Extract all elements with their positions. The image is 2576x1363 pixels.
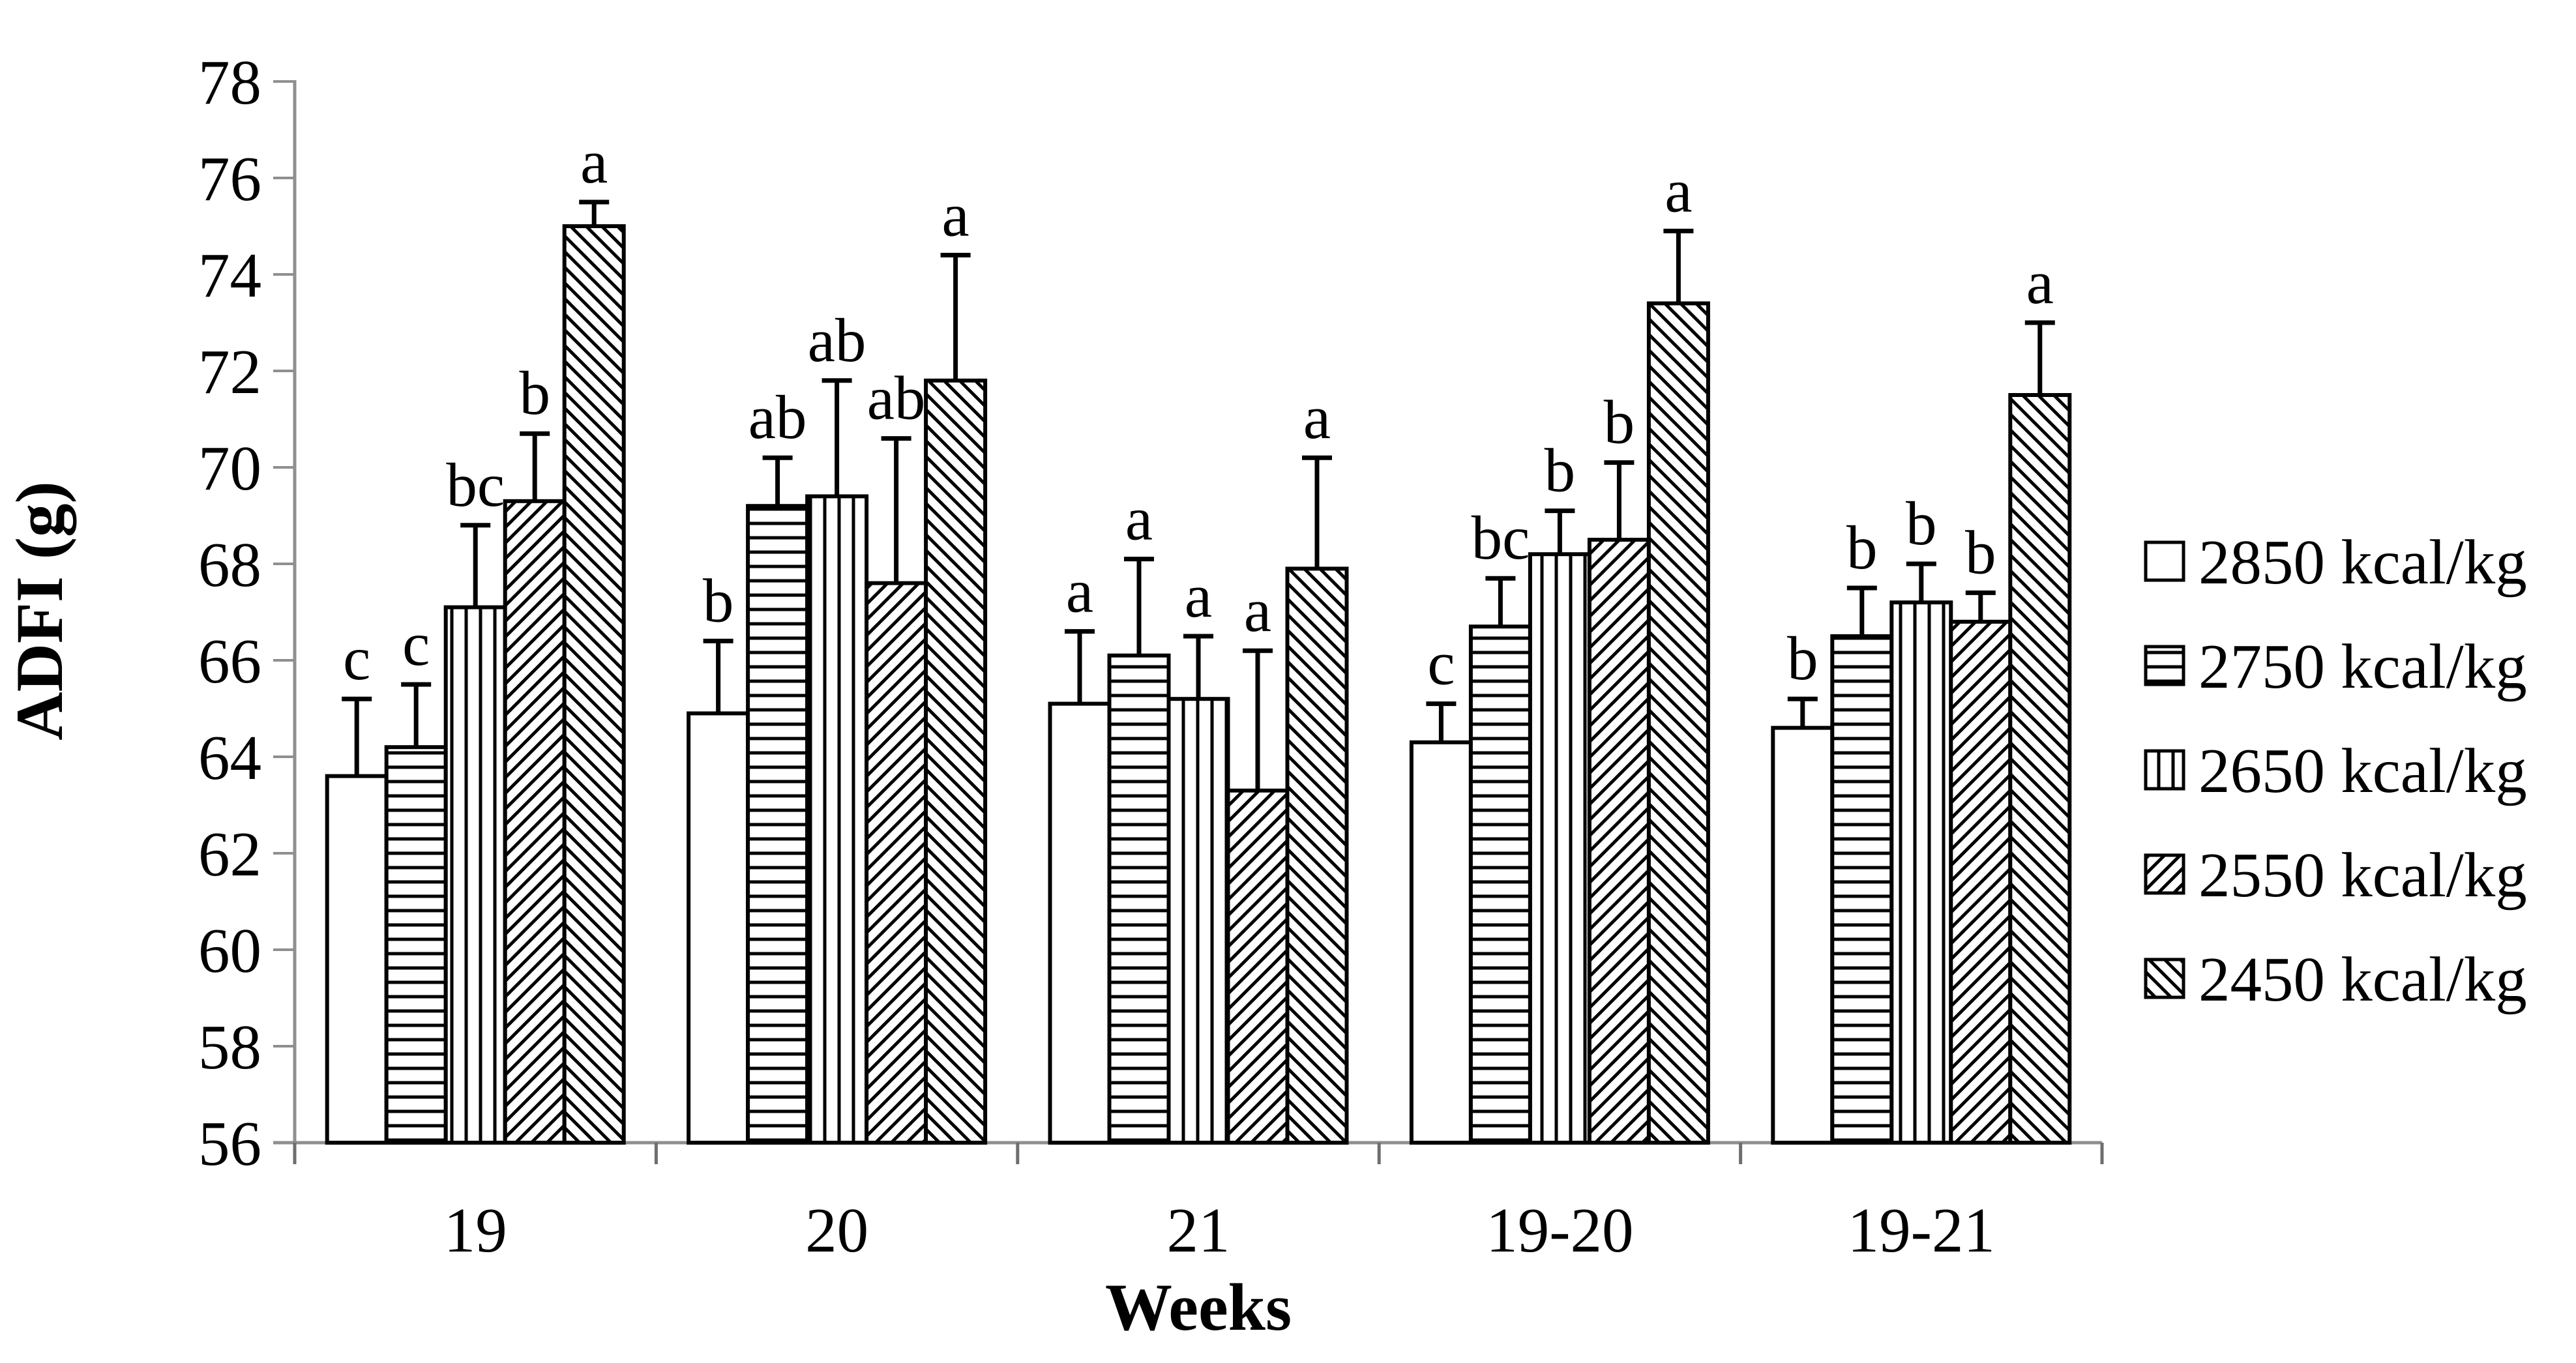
y-tick-label: 74	[198, 241, 261, 310]
legend-item: 2450 kcal/kg	[2144, 945, 2527, 1014]
sig-letter: c	[343, 624, 370, 693]
sig-letter: ab	[867, 364, 926, 433]
bar	[443, 605, 507, 1145]
bar	[562, 224, 626, 1145]
sig-letter: a	[580, 127, 608, 196]
legend-item: 2550 kcal/kg	[2144, 840, 2527, 910]
x-tick-label: 21	[1167, 1195, 1230, 1265]
y-tick-label: 78	[198, 48, 261, 117]
legend-swatch-diagonal-down-icon	[2144, 958, 2185, 999]
sig-letter: ab	[808, 306, 866, 375]
bar	[325, 774, 389, 1145]
sig-letter: b	[1846, 513, 1878, 582]
bar	[1226, 788, 1290, 1145]
legend-label: 2550 kcal/kg	[2198, 840, 2527, 910]
sig-letter: a	[1185, 561, 1212, 630]
bar	[2008, 393, 2072, 1145]
bar	[1468, 624, 1532, 1145]
legend-swatch-vertical-lines-icon	[2144, 749, 2185, 791]
sig-letter: c	[1427, 629, 1455, 698]
bar	[1409, 740, 1473, 1145]
bar	[1587, 538, 1651, 1145]
bar	[1166, 697, 1230, 1145]
bar	[384, 745, 448, 1145]
x-tick-label: 19	[444, 1195, 507, 1265]
x-tick-label: 19-20	[1486, 1195, 1633, 1265]
y-tick-label: 66	[198, 626, 261, 696]
bar	[865, 581, 928, 1145]
y-tick-label: 68	[198, 530, 261, 600]
error-bars-layer	[342, 199, 2055, 791]
bar	[1285, 566, 1349, 1145]
bar	[503, 499, 567, 1145]
legend-item: 2650 kcal/kg	[2144, 736, 2527, 806]
y-tick-label: 70	[198, 433, 261, 503]
legend: 2850 kcal/kg 2750 kcal/kg 2650 kcal/kg 2550…	[2144, 527, 2527, 1014]
x-axis-title: Weeks	[1105, 1270, 1292, 1345]
sig-letter: a	[1303, 383, 1331, 452]
legend-label: 2750 kcal/kg	[2198, 632, 2527, 701]
bar	[1048, 701, 1112, 1145]
sig-letter: b	[1965, 518, 1996, 587]
bar	[687, 711, 750, 1145]
legend-item: 2750 kcal/kg	[2144, 632, 2527, 701]
sig-letter: b	[1604, 388, 1635, 457]
sig-letter: bc	[446, 450, 505, 520]
sig-letter: b	[519, 359, 550, 428]
sig-letter: a	[942, 180, 970, 249]
bar	[746, 504, 810, 1145]
bar	[805, 494, 869, 1145]
sig-letter: a	[1244, 576, 1271, 645]
bar	[1830, 634, 1894, 1145]
legend-label: 2850 kcal/kg	[2198, 527, 2527, 597]
legend-item: 2850 kcal/kg	[2144, 527, 2527, 597]
bars-layer	[325, 224, 2072, 1145]
legend-label: 2450 kcal/kg	[2198, 945, 2527, 1014]
sig-letter: a	[1665, 156, 1692, 225]
y-tick-label: 58	[198, 1012, 261, 1082]
y-tick-label: 56	[198, 1109, 261, 1179]
sig-letter: b	[1787, 624, 1818, 693]
y-tick-label: 64	[198, 723, 261, 793]
y-tick-label: 60	[198, 916, 261, 986]
sig-letter: c	[402, 609, 430, 679]
sig-letter: ab	[748, 383, 807, 452]
y-tick-label: 62	[198, 819, 261, 889]
bar	[1107, 653, 1171, 1145]
sig-letter: a	[2026, 248, 2054, 317]
sig-letter: a	[1066, 557, 1093, 626]
x-tick-label: 19-21	[1848, 1195, 1995, 1265]
legend-swatch-diagonal-up-icon	[2144, 853, 2185, 895]
x-tick-label: 20	[805, 1195, 868, 1265]
sig-letter: bc	[1472, 503, 1530, 572]
sig-letter: b	[1545, 436, 1576, 505]
legend-label: 2650 kcal/kg	[2198, 736, 2527, 806]
sig-letter: a	[1125, 484, 1153, 553]
bar	[1771, 725, 1835, 1145]
bar	[1889, 600, 1953, 1145]
sig-letter: b	[703, 566, 734, 635]
sig-letter: b	[1906, 489, 1937, 558]
bar	[1528, 552, 1591, 1145]
tick-labels-layer: 56 58 60 62 64 66 68 70 72 74 76 78 19 20 21 19-20 19-21	[198, 48, 1995, 1265]
y-tick-label: 76	[198, 144, 261, 214]
legend-swatch-horizontal-lines-icon	[2144, 645, 2185, 686]
bar	[924, 378, 988, 1145]
legend-swatch-plain-icon	[2144, 540, 2185, 582]
y-tick-label: 72	[198, 337, 261, 407]
bar	[1949, 619, 2013, 1145]
bar	[1646, 301, 1710, 1145]
y-axis-title: ADFI (g)	[3, 481, 77, 740]
